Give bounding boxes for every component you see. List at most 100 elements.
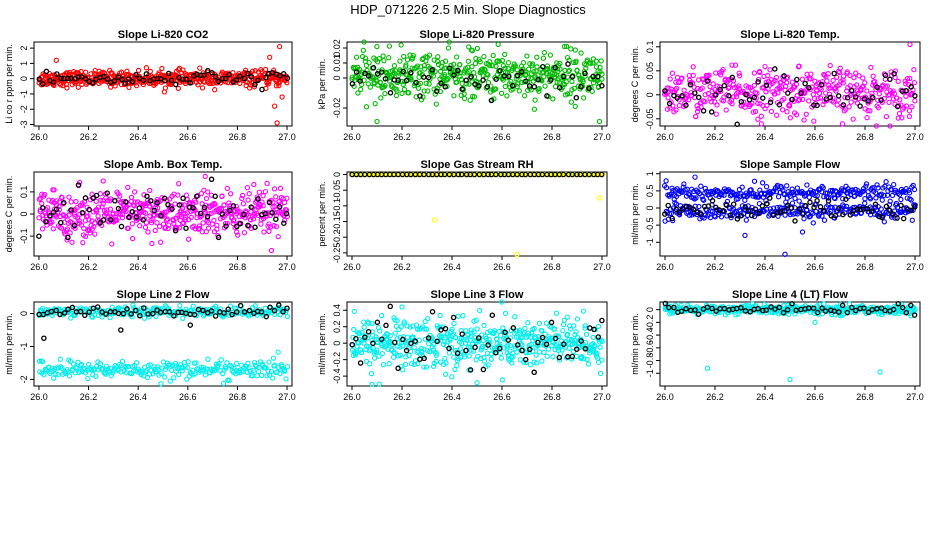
data-point [566,67,573,73]
data-point [683,102,689,108]
x-tick-label: 26.0 [656,262,674,272]
data-point [273,223,280,230]
data-point [789,186,795,192]
data-point [670,187,676,194]
data-point [762,63,768,70]
y-tick-label: 0.4 [332,304,342,317]
data-point [835,97,841,103]
data-point [586,85,592,92]
data-point [739,203,746,209]
data-point [451,93,457,99]
data-point [819,305,825,311]
data-point [863,183,869,189]
data-point [843,196,849,202]
data-point [706,72,712,78]
data-point [164,216,171,222]
data-point [89,80,96,86]
data-point [212,303,219,309]
data-point [122,364,128,371]
data-point [228,191,234,197]
data-point [367,361,373,367]
data-point [471,70,477,76]
data-point [458,92,464,98]
data-point [455,67,461,74]
data-point [187,311,194,318]
data-point [873,123,880,129]
data-point [526,66,532,72]
data-point [848,87,855,94]
data-point [159,65,165,72]
x-tick-label: 27.0 [593,132,611,142]
panel-title: Slope Li-820 CO2 [118,29,208,41]
data-point [421,364,427,370]
data-point [477,80,483,86]
data-point [380,53,386,59]
x-tick-label: 26.4 [756,132,774,142]
data-point [161,195,168,202]
data-point [878,86,884,93]
data-point [438,327,444,333]
data-point [485,362,491,368]
data-point [451,354,457,360]
data-point [76,217,82,224]
x-tick-label: 26.0 [30,132,48,142]
data-point [787,115,793,121]
data-point [281,199,288,206]
data-point [74,365,80,371]
data-point [803,203,809,209]
data-point [669,215,675,222]
data-point [281,220,287,226]
data-point [43,219,49,225]
data-point [849,304,855,311]
data-point [446,345,452,352]
data-point [437,324,443,330]
data-point [768,304,774,310]
data-point [251,84,258,90]
data-point [878,97,884,103]
data-point [97,361,104,367]
data-point [412,338,418,344]
data-point [69,239,75,245]
y-tick-label: -0.15 [332,211,342,232]
data-point [172,81,179,88]
data-point [471,74,478,80]
y-tick-label: -0.2 [645,315,655,331]
data-point [702,99,708,105]
data-point [386,55,392,61]
data-point [807,199,813,206]
data-point [705,203,712,209]
data-point [190,303,196,309]
data-point [165,70,172,77]
data-point [118,369,124,375]
panel-title: Slope Li-820 Pressure [420,29,535,41]
data-point [452,366,458,373]
data-point [903,87,909,94]
data-point [692,307,698,313]
data-point [842,106,849,112]
data-point [263,313,270,320]
data-point [505,342,511,348]
data-point [99,314,105,320]
data-point [145,229,151,235]
data-point [110,210,116,216]
data-point [461,95,468,102]
data-point [876,213,882,220]
data-point [582,73,588,79]
data-point [523,78,529,84]
data-point [271,363,277,369]
data-point [349,341,355,348]
data-point [258,372,265,379]
data-point [467,367,474,373]
data-point [434,88,440,94]
data-point [182,363,188,369]
data-point [61,199,67,206]
data-points [349,299,605,388]
data-point [100,198,106,204]
data-point [662,300,669,307]
data-point [237,220,243,227]
data-point [665,202,671,209]
data-point [227,207,233,214]
data-point [539,328,545,334]
data-point [188,214,194,221]
data-point [782,207,788,214]
